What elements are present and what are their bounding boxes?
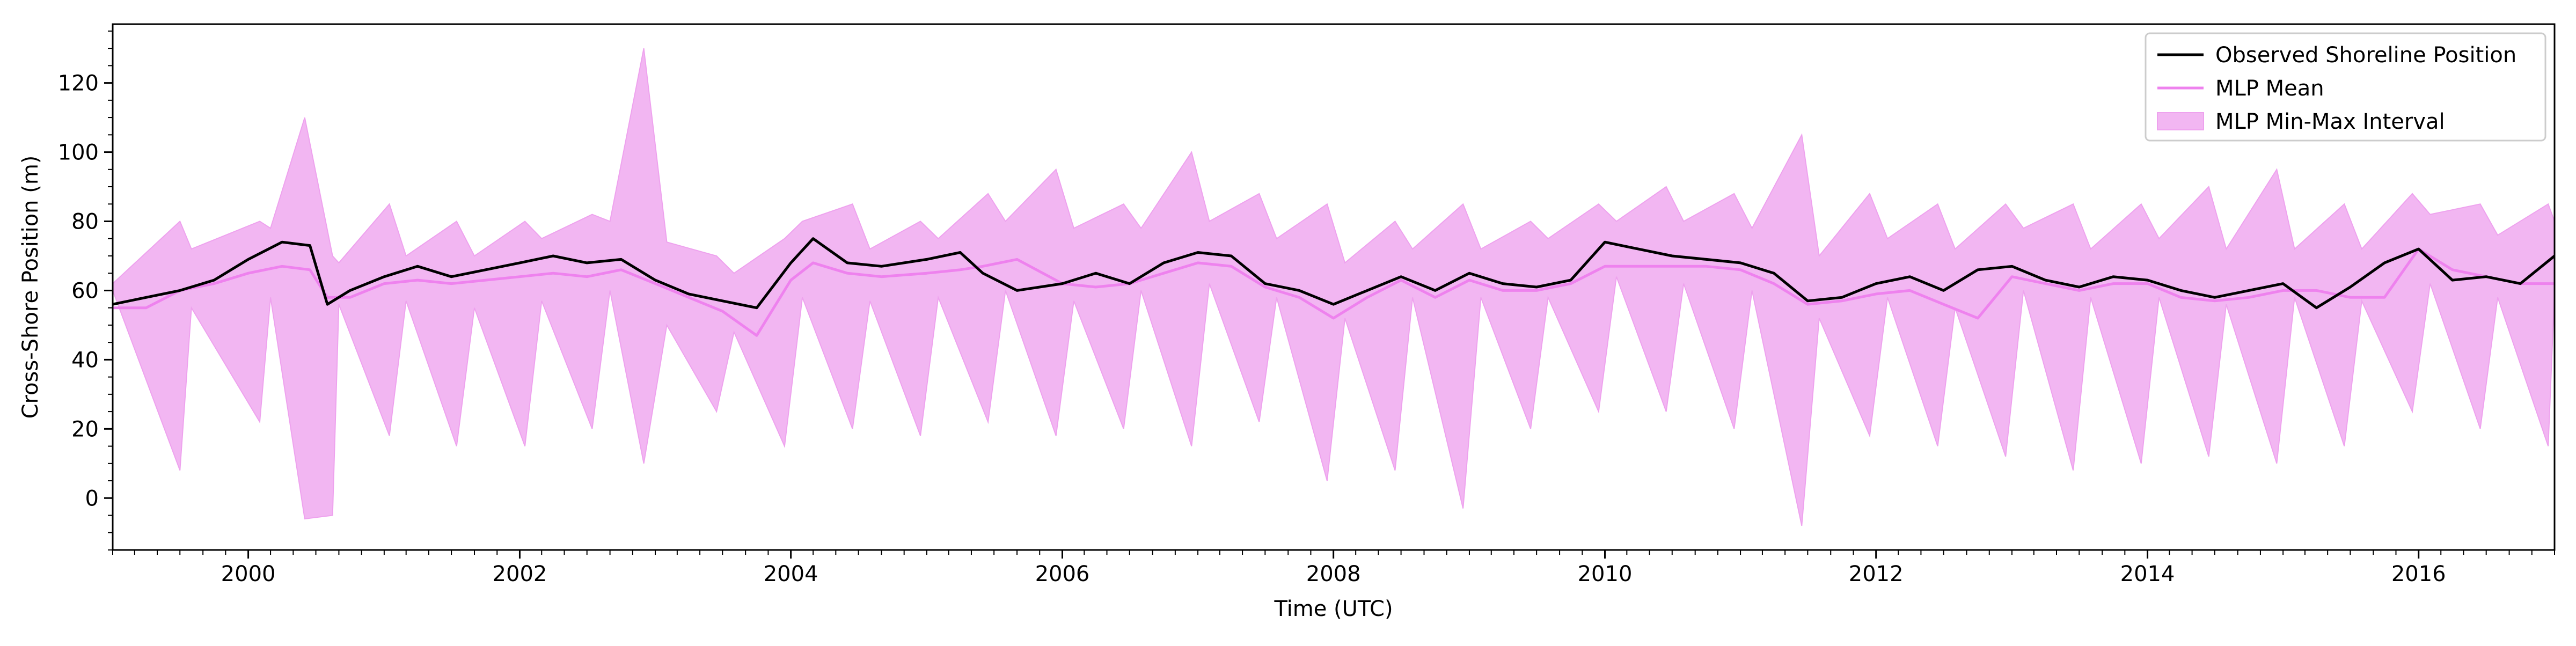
x-tick-label: 2012 — [1849, 562, 1904, 586]
legend-label-interval: MLP Min-Max Interval — [2215, 109, 2445, 134]
x-tick-label: 2010 — [1578, 562, 1633, 586]
x-tick-label: 2014 — [2120, 562, 2175, 586]
chart-legend: Observed Shoreline Position MLP Mean MLP… — [2145, 32, 2546, 142]
x-tick-label: 2008 — [1306, 562, 1361, 586]
series-mlp-min-max-interval-band — [113, 48, 2555, 526]
x-axis-label: Time (UTC) — [1274, 597, 1393, 621]
y-tick-label: 60 — [71, 278, 99, 303]
x-tick-label: 2000 — [221, 562, 276, 586]
x-tick-label: 2006 — [1035, 562, 1090, 586]
x-tick-label: 2016 — [2391, 562, 2446, 586]
x-tick-label: 2002 — [493, 562, 547, 586]
legend-label-observed: Observed Shoreline Position — [2215, 43, 2516, 68]
y-tick-label: 20 — [71, 417, 99, 442]
legend-swatch-interval — [2157, 112, 2204, 130]
y-tick-label: 0 — [85, 486, 99, 511]
y-tick-label: 40 — [71, 348, 99, 372]
y-tick-label: 100 — [58, 141, 99, 165]
y-axis-label: Cross-Shore Position (m) — [18, 156, 43, 419]
y-tick-label: 80 — [71, 210, 99, 234]
y-tick-label: 120 — [58, 71, 99, 96]
series-observed-shoreline-line — [113, 237, 2555, 310]
series-mlp-mean-line — [113, 247, 2555, 337]
legend-frame — [2145, 32, 2546, 142]
x-tick-label: 2004 — [764, 562, 818, 586]
legend-label-mean: MLP Mean — [2215, 76, 2324, 101]
